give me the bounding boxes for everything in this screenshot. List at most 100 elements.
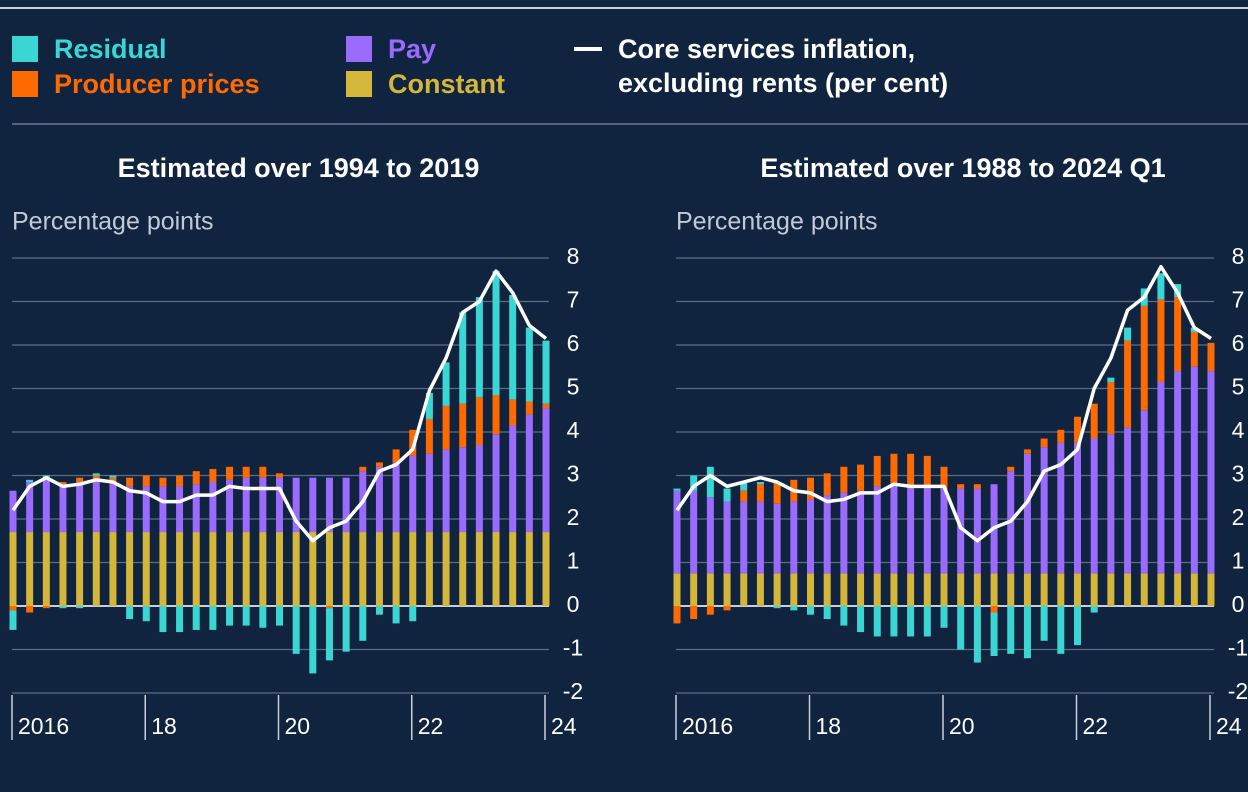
- x-tick-label: 2016: [18, 713, 69, 739]
- bar-segment: [773, 606, 781, 609]
- bar-segment: [126, 606, 134, 620]
- bar-segment: [226, 606, 234, 626]
- bar-segment: [92, 482, 100, 533]
- bar-segment: [723, 606, 731, 611]
- y-tick-label: 3: [567, 461, 580, 487]
- bar-segment: [873, 606, 881, 637]
- line: [675, 264, 1212, 543]
- bar-segment: [690, 475, 698, 491]
- bar-segment: [1157, 381, 1165, 574]
- bar-segment: [840, 606, 848, 626]
- bar-segment: [226, 479, 234, 533]
- bar-segment: [957, 573, 965, 606]
- bar-segment: [1190, 366, 1198, 574]
- y-tick-label: -2: [563, 678, 583, 704]
- bar-segment: [923, 606, 931, 637]
- bar-segment: [1174, 297, 1182, 372]
- bar-segment: [873, 486, 881, 574]
- bar-segment: [509, 425, 517, 533]
- bar-segment: [126, 532, 134, 606]
- bar-segment: [990, 573, 998, 606]
- bar-segment: [940, 606, 948, 628]
- bar-segment: [109, 532, 117, 606]
- legend-item: Pay: [346, 32, 436, 66]
- bar-segment: [1007, 466, 1015, 472]
- bar-segment: [740, 490, 748, 502]
- bar-segment: [756, 501, 764, 574]
- bar-segment: [790, 606, 798, 611]
- bar-segment: [990, 612, 998, 657]
- bar-segment: [773, 573, 781, 606]
- bar-segment: [92, 473, 100, 476]
- bar-segment: [325, 606, 333, 609]
- x-tick-label: 22: [418, 713, 444, 739]
- bar-segment: [823, 473, 831, 496]
- bar-segment: [1040, 606, 1048, 641]
- bar-segment: [342, 606, 350, 652]
- bar-segment: [907, 573, 915, 606]
- bar-segment: [1140, 573, 1148, 606]
- x-tick-label: 2016: [682, 713, 733, 739]
- chart-title: Estimated over 1994 to 2019: [118, 153, 480, 183]
- bar-segment: [76, 482, 84, 533]
- bar-segment: [1107, 434, 1115, 574]
- bar-segment: [1207, 573, 1215, 606]
- y-tick-label: -1: [563, 635, 583, 661]
- bar-segment: [907, 606, 915, 637]
- bar-segment: [375, 466, 383, 533]
- bar-segment: [109, 475, 117, 478]
- bar-segment: [475, 532, 483, 606]
- bar-segment: [706, 573, 714, 606]
- y-tick-label: 5: [567, 374, 580, 400]
- bar-segment: [209, 482, 217, 533]
- bar-segment: [292, 606, 300, 654]
- bar-segment: [1057, 606, 1065, 654]
- bar-segment: [706, 466, 714, 498]
- bar-segment: [1090, 606, 1098, 613]
- bar-segment: [459, 312, 467, 404]
- bar-segment: [492, 532, 500, 606]
- bar-segment: [325, 477, 333, 533]
- bar-segment: [673, 490, 681, 574]
- bar-segment: [973, 573, 981, 606]
- bar-segment: [1124, 573, 1132, 606]
- bar-segment: [325, 608, 333, 661]
- bar-segment: [192, 606, 200, 630]
- bar-segment: [42, 532, 50, 606]
- bar-segment: [375, 606, 383, 615]
- bar-segment: [259, 477, 267, 533]
- bar-segment: [857, 573, 865, 606]
- bar-segment: [940, 466, 948, 489]
- bar-segment: [1040, 447, 1048, 574]
- y-tick-label: 2: [1232, 504, 1245, 530]
- bar-segment: [475, 297, 483, 398]
- bar-segment: [1023, 606, 1031, 659]
- bar-segment: [673, 488, 681, 491]
- bar-segment: [940, 488, 948, 574]
- bar-segment: [342, 532, 350, 606]
- bar-segment: [1040, 573, 1048, 606]
- bar-segment: [807, 477, 814, 500]
- x-tick-label: 18: [151, 713, 177, 739]
- bar-segment: [1157, 299, 1165, 382]
- bar-segment: [840, 573, 848, 606]
- bar-segment: [740, 482, 748, 491]
- bar-segment: [740, 501, 748, 574]
- bar-segment: [823, 606, 831, 620]
- bar-segment: [509, 399, 517, 426]
- bar-segment: [475, 397, 483, 446]
- bar-segment: [292, 477, 300, 533]
- bar-segment: [425, 418, 433, 454]
- bar-segment: [1090, 403, 1098, 439]
- y-tick-label: -2: [1228, 678, 1248, 704]
- bar-segment: [9, 532, 17, 606]
- bar-segment: [409, 606, 417, 622]
- bar-segment: [840, 492, 848, 574]
- bar-segment: [1174, 573, 1182, 606]
- bar-segment: [973, 488, 981, 574]
- bar-segment: [1157, 273, 1165, 300]
- bar-segment: [59, 532, 67, 606]
- bar-segment: [76, 532, 84, 606]
- bar-segment: [176, 475, 184, 487]
- bar-segment: [425, 453, 433, 533]
